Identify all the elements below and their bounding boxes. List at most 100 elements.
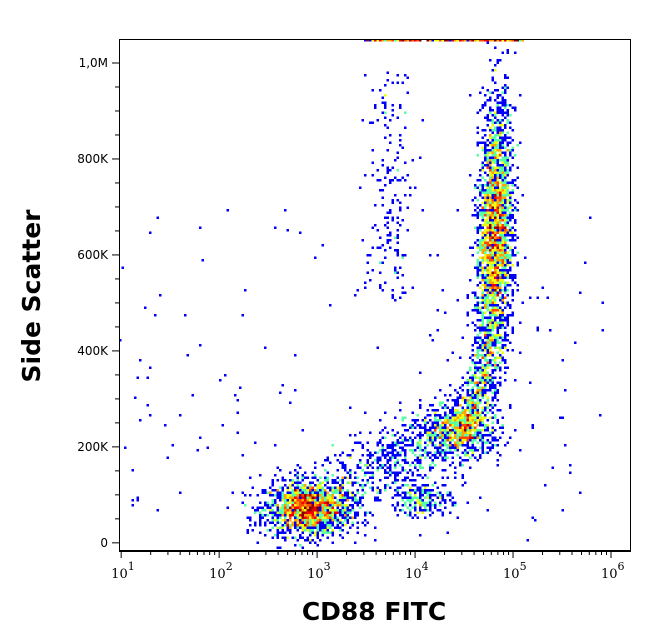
event-bin — [501, 86, 504, 89]
event-bin — [511, 129, 514, 132]
event-bin — [446, 414, 449, 417]
event-bin — [356, 499, 359, 502]
event-bin — [439, 424, 442, 427]
event-bin — [306, 501, 309, 504]
event-bin — [399, 296, 402, 299]
event-bin — [434, 414, 437, 417]
event-bin — [496, 174, 499, 177]
event-bin — [486, 204, 489, 207]
event-bin — [419, 156, 422, 159]
event-bin — [496, 239, 499, 242]
event-bin — [511, 279, 514, 282]
event-bin — [436, 309, 439, 312]
event-bin — [509, 136, 512, 139]
event-bin — [506, 366, 509, 369]
event-bin — [429, 439, 432, 442]
event-bin — [476, 126, 479, 129]
event-bin — [494, 339, 497, 342]
event-bin — [389, 456, 392, 459]
event-bin — [281, 536, 284, 539]
event-bin — [249, 494, 252, 497]
event-bin — [479, 261, 482, 264]
event-bin — [499, 249, 502, 252]
event-bin — [504, 444, 507, 447]
event-bin — [364, 174, 367, 177]
event-bin — [501, 181, 504, 184]
event-bin — [401, 291, 404, 294]
event-bin — [326, 504, 329, 507]
event-bin — [496, 166, 499, 169]
event-bin — [494, 241, 497, 244]
event-bin — [469, 401, 472, 404]
event-bin — [179, 491, 182, 494]
event-bin — [316, 529, 319, 532]
event-bin — [419, 439, 422, 442]
event-bin — [494, 216, 497, 219]
event-bin — [149, 366, 152, 369]
event-bin — [436, 446, 439, 449]
event-bin — [201, 259, 204, 262]
event-bin — [376, 444, 379, 447]
event-bin — [411, 39, 414, 42]
event-bin — [429, 466, 432, 469]
event-bin — [479, 361, 482, 364]
event-bin — [241, 314, 244, 317]
event-bin — [496, 39, 499, 42]
event-bin — [456, 411, 459, 414]
event-bin — [324, 516, 327, 519]
event-bin — [491, 214, 494, 217]
event-bin — [494, 181, 497, 184]
event-bin — [496, 274, 499, 277]
event-bin — [376, 229, 379, 232]
event-bin — [489, 336, 492, 339]
event-bin — [396, 156, 399, 159]
event-bin — [289, 509, 292, 512]
event-bin — [501, 184, 504, 187]
event-bin — [511, 314, 514, 317]
event-bin — [491, 151, 494, 154]
event-bin — [504, 319, 507, 322]
event-bin — [296, 509, 299, 512]
event-bin — [531, 424, 534, 427]
event-bin — [481, 191, 484, 194]
event-bin — [481, 266, 484, 269]
event-bin — [484, 179, 487, 182]
event-bin — [406, 471, 409, 474]
event-bin — [246, 516, 249, 519]
event-bin — [484, 274, 487, 277]
event-bin — [496, 216, 499, 219]
event-bin — [326, 529, 329, 532]
event-bin — [389, 471, 392, 474]
event-bin — [349, 434, 352, 437]
event-bin — [479, 369, 482, 372]
event-bin — [299, 544, 302, 547]
event-bin — [396, 254, 399, 257]
event-bin — [426, 439, 429, 442]
event-bin — [501, 201, 504, 204]
event-bin — [421, 476, 424, 479]
event-bin — [489, 409, 492, 412]
event-bin — [391, 496, 394, 499]
event-bin — [499, 59, 502, 62]
event-bin — [486, 396, 489, 399]
event-bin — [371, 454, 374, 457]
event-bin — [459, 439, 462, 442]
event-bin — [451, 504, 454, 507]
event-bin — [281, 486, 284, 489]
event-bin — [481, 104, 484, 107]
event-bin — [356, 476, 359, 479]
event-bin — [491, 329, 494, 332]
event-bin — [494, 154, 497, 157]
event-bin — [376, 456, 379, 459]
event-bin — [486, 186, 489, 189]
event-bin — [469, 421, 472, 424]
event-bin — [506, 109, 509, 112]
event-bin — [419, 399, 422, 402]
event-bin — [166, 456, 169, 459]
event-bin — [421, 484, 424, 487]
event-bin — [394, 236, 397, 239]
event-bin — [504, 111, 507, 114]
event-bin — [319, 504, 322, 507]
event-bin — [311, 514, 314, 517]
event-bin — [494, 281, 497, 284]
